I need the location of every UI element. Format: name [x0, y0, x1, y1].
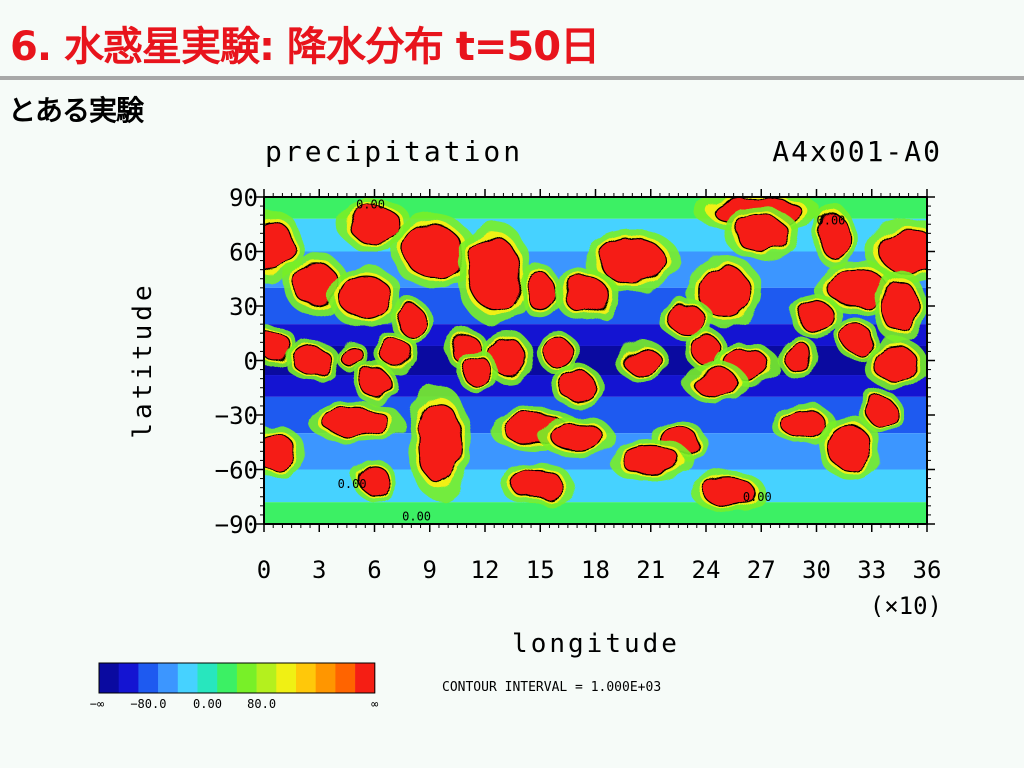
run-label: A4x001-A0 [772, 135, 942, 168]
precip-cell-39 [539, 415, 615, 458]
colorbar-tick-1: −80.0 [130, 697, 166, 711]
colorbar-swatch-6 [217, 663, 238, 693]
colorbar-swatch-11 [315, 663, 336, 693]
slide-title: 6. 水惑星実験: 降水分布 t=50日 [10, 24, 600, 70]
y-tick-label-2: 30 [229, 293, 258, 321]
precip-cell-37 [406, 384, 472, 501]
y-tick-label-0: 90 [229, 184, 258, 212]
precip-cell-6 [723, 206, 799, 260]
colorbar-swatch-8 [256, 663, 277, 693]
colorbar-swatch-13 [355, 663, 376, 693]
precip-cell-36 [308, 401, 405, 444]
precip-cell-10 [327, 265, 403, 329]
y-tick-label-3: 0 [244, 348, 258, 376]
precip-cell-41 [771, 403, 836, 446]
y-axis-label: latitude [128, 281, 158, 438]
x-tick-label-6: 18 [581, 556, 610, 584]
colorbar-swatch-12 [335, 663, 356, 693]
heatmap-plot-area [264, 197, 927, 524]
colorbar-swatch-5 [197, 663, 218, 693]
precip-cell-45 [608, 439, 694, 482]
contour-interval-text: CONTOUR INTERVAL = 1.000E+03 [442, 680, 661, 695]
colorbar-swatch-0 [99, 663, 119, 693]
x-tick-label-0: 0 [257, 556, 271, 584]
slide-subtitle: とある実験 [8, 94, 144, 127]
colorbar-swatch-9 [276, 663, 297, 693]
x-multiplier-label: (×10) [870, 592, 942, 620]
colorbar-swatch-3 [158, 663, 179, 693]
precip-cell-31 [863, 337, 927, 391]
precip-cell-47 [353, 459, 396, 502]
precip-cell-3 [456, 220, 532, 326]
x-axis-label: longitude [512, 629, 680, 659]
y-tick-label-6: −90 [215, 511, 258, 539]
precip-cell-12 [554, 268, 619, 322]
colorbar-swatch-2 [138, 663, 159, 693]
precip-cell-0 [264, 209, 304, 283]
precip-cell-22 [375, 332, 418, 375]
x-tick-label-5: 15 [526, 556, 555, 584]
chart-title: precipitation [265, 135, 523, 168]
precip-cell-30 [835, 317, 879, 360]
precip-cell-33 [353, 361, 396, 404]
colorbar-swatch-4 [177, 663, 198, 693]
precip-cell-16 [789, 295, 844, 338]
contour-label-2: 0.00 [338, 477, 367, 491]
colorbar-swatch-10 [296, 663, 316, 693]
precip-cell-14 [814, 261, 900, 315]
colorbar-swatch-1 [118, 663, 139, 693]
precip-cell-7 [813, 205, 857, 269]
contour-label-4: 0.00 [402, 510, 431, 524]
contour-label-1: 0.00 [817, 214, 846, 228]
precip-cell-32 [456, 350, 499, 393]
y-tick-label-5: −60 [215, 457, 258, 485]
precip-cell-15 [872, 269, 927, 343]
colorbar-tick-4: ∞ [371, 697, 378, 711]
x-tick-label-1: 3 [312, 556, 326, 584]
precip-cell-26 [614, 339, 669, 382]
precip-cell-1 [337, 197, 412, 251]
x-tick-label-7: 21 [636, 556, 665, 584]
x-tick-label-10: 30 [802, 556, 831, 584]
x-tick-label-2: 6 [367, 556, 381, 584]
colorbar-tick-3: 80.0 [247, 697, 276, 711]
precip-cell-25 [537, 332, 581, 375]
x-tick-label-3: 9 [423, 556, 437, 584]
precip-cell-18 [660, 299, 715, 342]
precip-cell-21 [336, 341, 369, 373]
precipitation-cells [264, 197, 927, 513]
precip-cell-29 [776, 335, 820, 378]
x-tick-label-8: 24 [692, 556, 721, 584]
contour-label-3: 0.00 [743, 490, 772, 504]
colorbar: −∞ −80.0 0.00 80.0 ∞ [90, 662, 378, 711]
precip-cell-13 [687, 254, 762, 329]
lat-band-10 [264, 502, 927, 524]
title-divider [0, 76, 1024, 80]
contour-labels: 0.00 0.00 0.00 0.00 0.00 [338, 197, 846, 523]
colorbar-tick-2: 0.00 [193, 697, 222, 711]
precip-cell-34 [550, 364, 604, 408]
precip-cell-20 [285, 339, 339, 382]
precip-cell-42 [817, 416, 882, 480]
x-tick-label-11: 33 [857, 556, 886, 584]
precip-cell-2 [390, 214, 477, 289]
precip-cell-48 [690, 470, 766, 513]
colorbar-swatch-7 [236, 663, 257, 693]
precip-cell-35 [683, 361, 748, 404]
contour-label-0: 0.00 [356, 197, 385, 211]
precip-cell-44 [264, 424, 306, 478]
precip-cell-43 [859, 390, 903, 433]
precip-cell-11 [518, 265, 562, 318]
x-tick-label-9: 27 [747, 556, 776, 584]
x-tick-label-12: 36 [913, 556, 942, 584]
x-tick-label-4: 12 [471, 556, 500, 584]
colorbar-tick-0: −∞ [90, 697, 104, 711]
precip-cell-46 [499, 462, 574, 506]
precip-cell-17 [389, 299, 433, 342]
y-tick-label-1: 60 [229, 239, 258, 267]
y-tick-label-4: −30 [215, 402, 258, 430]
